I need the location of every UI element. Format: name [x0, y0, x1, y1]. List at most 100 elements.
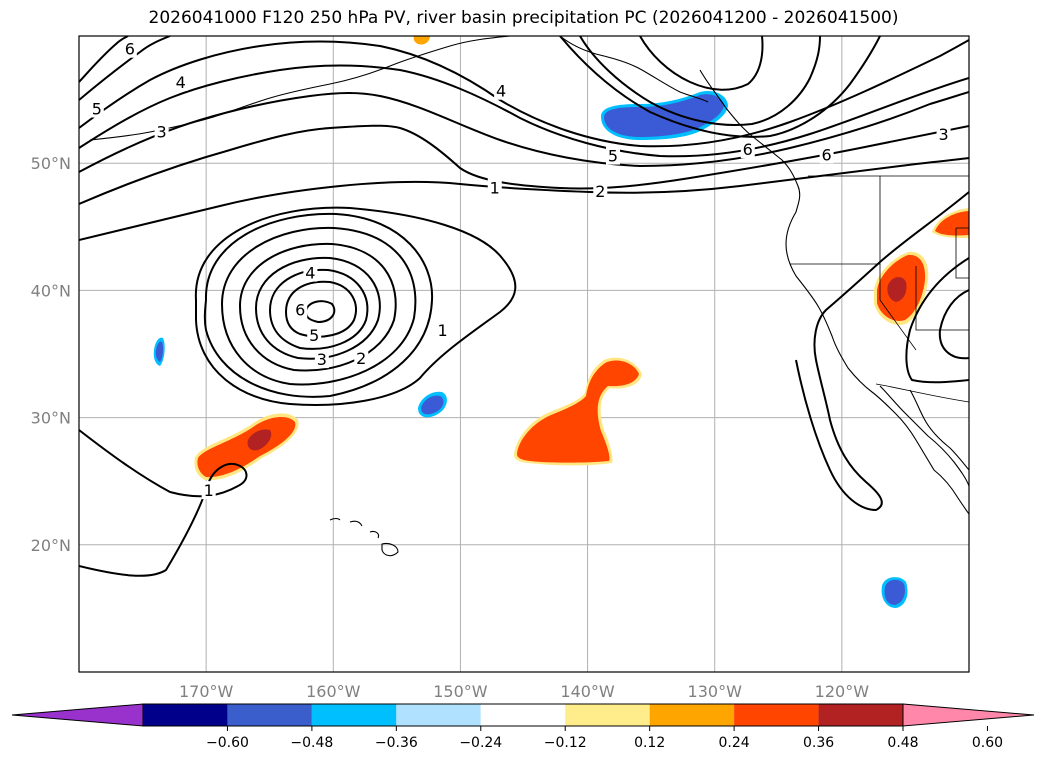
colorbar-segment [227, 704, 312, 726]
contour-label: 6 [822, 145, 832, 164]
contour-label-bg [593, 182, 608, 201]
pv-contour [905, 257, 969, 384]
colorbar-extend-high [902, 703, 1035, 727]
contour-label-bg [435, 320, 450, 339]
lon-tick-label: 170°W [179, 682, 234, 701]
colorbar-tick-label: −0.24 [459, 735, 502, 751]
pv-contour [79, 124, 969, 205]
borders [790, 175, 969, 403]
contour-label-bg [154, 122, 169, 141]
colorbar-segment [818, 704, 903, 726]
pv-contour [79, 36, 171, 101]
lon-tick-label: 120°W [815, 682, 870, 701]
contour-label: 2 [356, 349, 366, 368]
precip-positive-area [517, 360, 639, 463]
contour-label-bg [606, 146, 620, 165]
colorbar-tick-label: 0.48 [887, 735, 918, 751]
map-plot-area [79, 36, 969, 672]
precip-positive-core [247, 429, 272, 451]
contour-label-bg [487, 178, 502, 197]
contour-label-bg [303, 263, 318, 282]
contour-label: 5 [309, 326, 319, 345]
pv-contour [254, 256, 381, 360]
contour-label: 5 [92, 100, 102, 119]
pv-contour [559, 36, 881, 138]
pv-contour [795, 191, 969, 512]
precip-negative-area [604, 94, 724, 137]
precip-negative-area [884, 579, 905, 605]
lon-tick-label: 150°W [433, 682, 488, 701]
contour-label-bg [89, 99, 104, 118]
contour-label-bg [494, 81, 509, 100]
colorbar-tick-label: −0.60 [206, 735, 249, 751]
pv-contour [194, 206, 517, 406]
coastline-hawaii [329, 517, 399, 557]
colorbar-tick-label: −0.12 [544, 735, 587, 751]
colorbar-segment [565, 704, 650, 726]
contour-label-bg [740, 140, 755, 159]
contour-label: 2 [595, 182, 605, 201]
contour-label-bg [201, 481, 216, 500]
lon-tick-label: 160°W [306, 682, 361, 701]
colorbar: −0.60 −0.48 −0.36 −0.24 −0.12 0.12 0.24 0.36 0.4… [11, 703, 1035, 751]
border-us-mexico [875, 383, 969, 403]
colorbar-tick-label: 0.36 [803, 735, 834, 751]
precip-negative-area [421, 395, 444, 415]
latitude-labels: 20°N 30°N 40°N 50°N [31, 154, 71, 555]
pv-contour [284, 280, 357, 338]
colorbar-segment [396, 704, 481, 726]
colorbar-tick-label: 0.24 [719, 735, 750, 751]
precip-positive-area [413, 36, 430, 45]
map-frame [78, 35, 970, 673]
pv-contour [79, 39, 969, 148]
longitude-labels: 170°W 160°W 150°W 140°W 130°W 120°W [179, 682, 869, 701]
lat-tick-label: 50°N [31, 154, 71, 173]
colorbar-tick-label: −0.36 [375, 735, 418, 751]
contour-label: 1 [490, 178, 500, 197]
coastline-alaska [559, 36, 709, 103]
contour-label: 4 [305, 264, 315, 283]
contour-label: 4 [496, 82, 506, 101]
precip-shading [153, 36, 969, 608]
contour-label: 6 [743, 140, 753, 159]
contour-label: 3 [938, 125, 948, 144]
map-title: 2026041000 F120 250 hPa PV, river basin … [148, 8, 899, 28]
pv-contour [238, 242, 397, 372]
contour-label-bg [173, 72, 188, 91]
pv-contour [639, 36, 764, 91]
lon-tick-label: 130°W [688, 682, 743, 701]
colorbar-segment [734, 704, 819, 726]
lon-tick-label: 140°W [560, 682, 615, 701]
border-state [955, 227, 969, 279]
contour-label: 4 [176, 73, 186, 92]
pv-contour [220, 226, 417, 386]
contour-label: 1 [204, 481, 214, 500]
pv-contour [579, 36, 821, 127]
contour-label-bg [936, 124, 951, 143]
contour-label: 1 [438, 321, 448, 340]
precip-negative-area [155, 341, 164, 362]
colorbar-tick-label: 0.12 [634, 735, 665, 751]
contour-label-bg [314, 350, 329, 369]
colorbar-segment [311, 704, 397, 726]
contour-label-bg [293, 300, 308, 319]
lat-tick-label: 30°N [31, 409, 71, 428]
pv-contour [79, 157, 969, 241]
coastline-north-america [699, 69, 969, 515]
lat-tick-label: 20°N [31, 536, 71, 555]
colorbar-segment [143, 704, 228, 726]
pv-contour [304, 300, 336, 324]
contour-label-bg [819, 145, 834, 164]
contour-label-bg [307, 325, 322, 344]
colorbar-segment [649, 704, 735, 726]
pv-contour [79, 36, 129, 83]
contour-label-bg [122, 39, 137, 58]
precip-positive-area [935, 211, 969, 236]
pv-contour [203, 212, 434, 398]
contour-label: 6 [125, 40, 135, 59]
pv-contour [268, 268, 369, 350]
colorbar-extend-low [11, 703, 144, 727]
colorbar-tick-label: 0.60 [972, 735, 1003, 751]
